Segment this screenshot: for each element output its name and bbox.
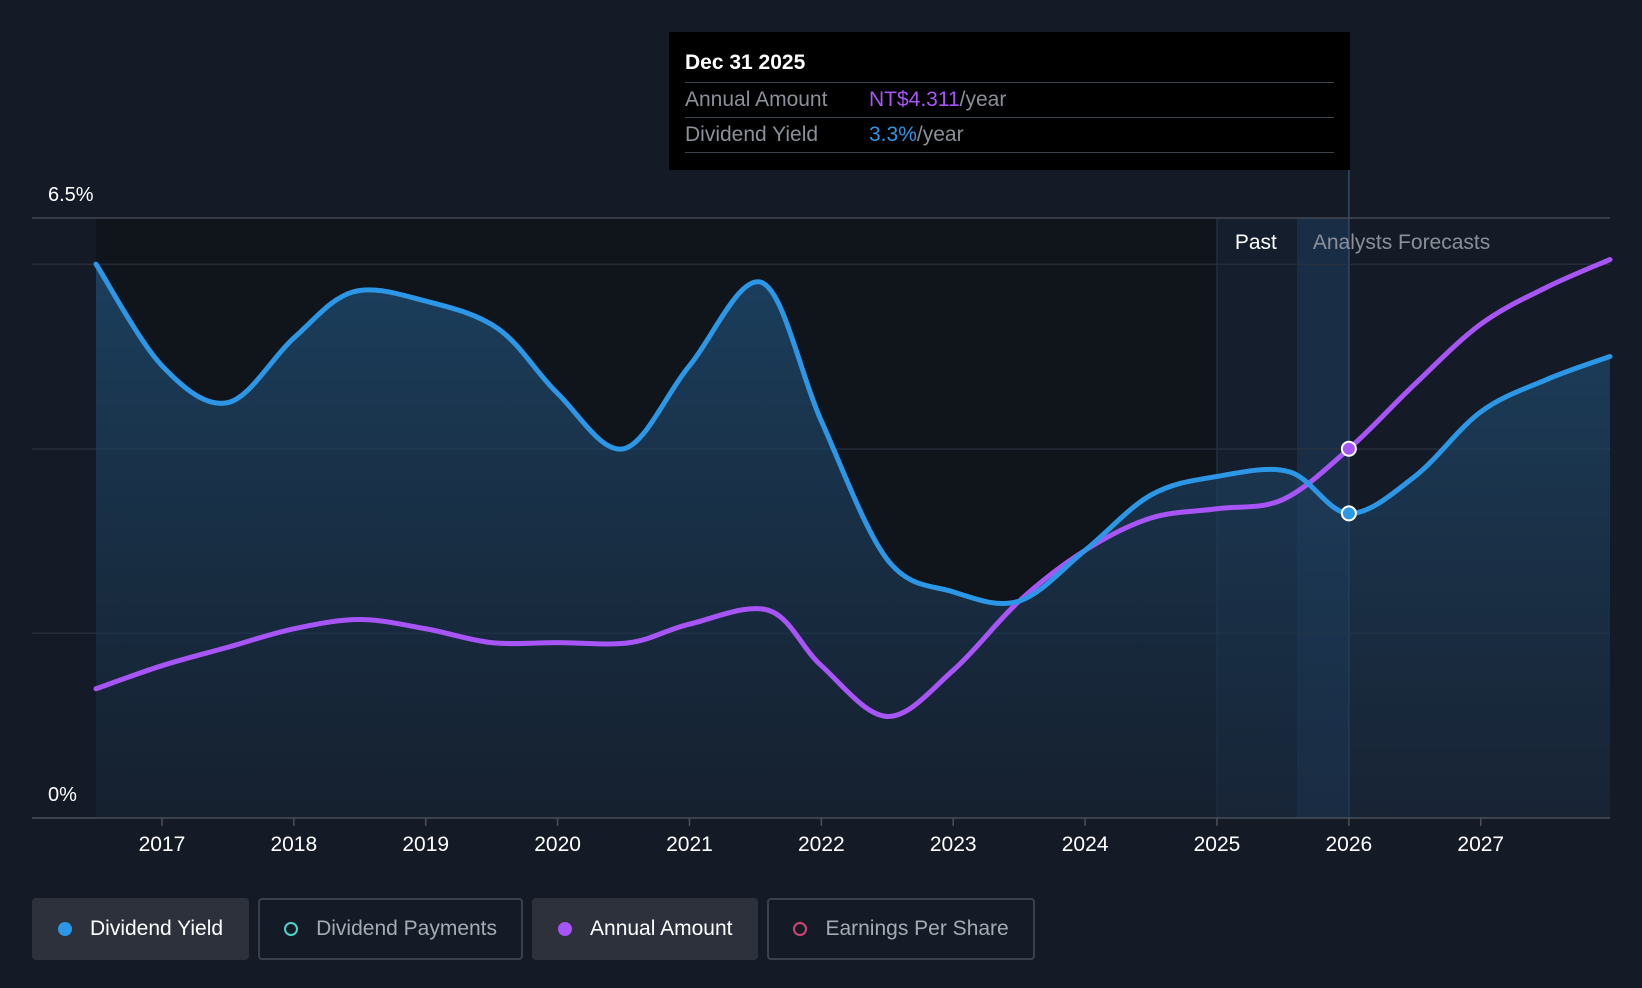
legend-annual-amount[interactable]: Annual Amount [532, 898, 759, 960]
x-tick-label: 2027 [1457, 833, 1504, 856]
legend-label: Dividend Yield [90, 917, 224, 940]
legend: Dividend Yield Dividend Payments Annual … [32, 898, 1044, 960]
tooltip-annual-value: NT$4.311 [869, 88, 960, 111]
dividend-yield-marker [1340, 505, 1357, 522]
x-tick-label: 2020 [534, 833, 581, 856]
legend-label: Earnings Per Share [825, 917, 1009, 940]
tooltip-annual-row: Annual Amount NT$4.311 /year [685, 82, 1334, 117]
tooltip-yield-value: 3.3% [869, 123, 917, 146]
x-tick-label: 2025 [1194, 833, 1241, 856]
tooltip-annual-label: Annual Amount [685, 88, 828, 111]
legend-earnings-per-share[interactable]: Earnings Per Share [767, 898, 1035, 960]
y-tick-label-top: 6.5% [48, 184, 94, 206]
chart-tooltip: Dec 31 2025 Annual Amount NT$4.311 /year… [669, 32, 1350, 170]
tooltip-yield-label: Dividend Yield [685, 123, 819, 146]
x-tick-label: 2017 [139, 833, 186, 856]
legend-label: Annual Amount [590, 917, 733, 940]
x-tick-label: 2019 [402, 833, 449, 856]
x-tick-label: 2018 [270, 833, 317, 856]
region-label-forecast: Analysts Forecasts [1313, 231, 1490, 254]
tooltip-date: Dec 31 2025 [685, 51, 806, 74]
legend-label: Dividend Payments [316, 917, 498, 940]
tooltip-yield-row: Dividend Yield 3.3% /year [685, 117, 1334, 153]
legend-dividend-yield[interactable]: Dividend Yield [32, 898, 250, 960]
legend-dividend-payments[interactable]: Dividend Payments [258, 898, 524, 960]
dividend-yield-area [96, 264, 1610, 819]
legend-dot-icon [558, 922, 573, 936]
region-label-past: Past [1235, 231, 1277, 254]
annual-amount-marker [1340, 440, 1357, 457]
x-tick-label: 2021 [666, 833, 713, 856]
x-tick-label: 2023 [930, 833, 977, 856]
x-tick-label: 2022 [798, 833, 845, 856]
legend-dot-icon [793, 922, 808, 936]
x-tick-label: 2026 [1326, 833, 1373, 856]
tooltip-annual-unit: /year [959, 88, 1007, 111]
x-tick-label: 2024 [1062, 833, 1109, 856]
legend-dot-icon [58, 922, 72, 936]
y-tick-label-bottom: 0% [48, 784, 77, 806]
legend-dot-icon [284, 922, 299, 936]
annual-amount-line [93, 257, 1613, 719]
tooltip-yield-unit: /year [916, 123, 964, 146]
